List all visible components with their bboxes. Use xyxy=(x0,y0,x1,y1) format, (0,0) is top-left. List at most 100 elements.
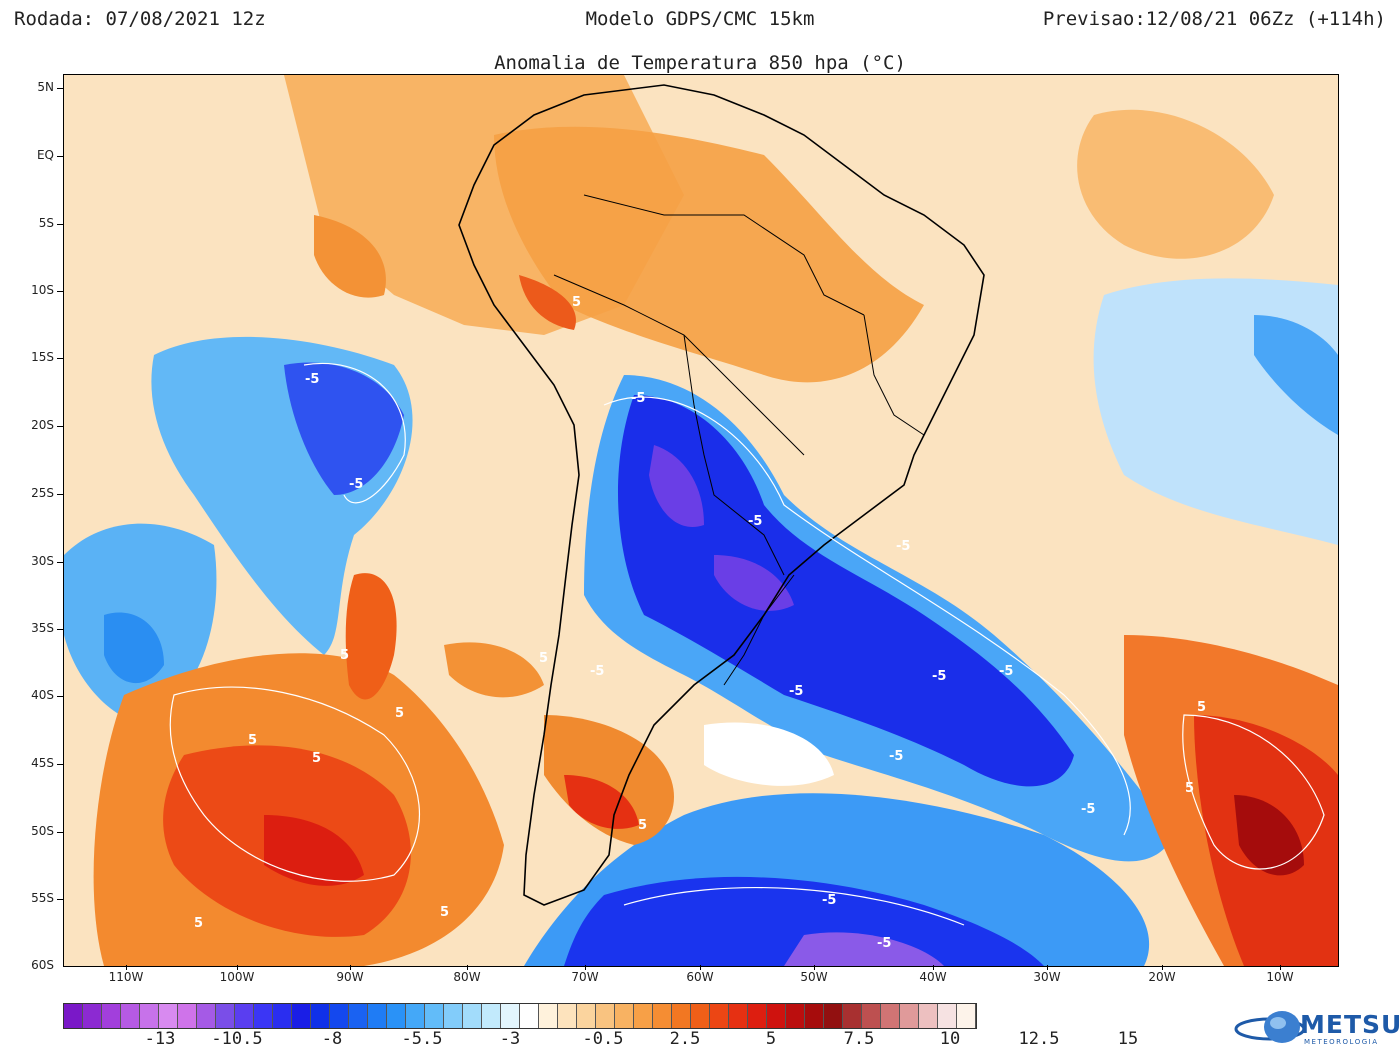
colorbar-label: 7.5 xyxy=(843,1029,875,1049)
colorbar-label: -0.5 xyxy=(582,1029,624,1049)
colorbar-label: 5 xyxy=(765,1029,777,1049)
lon-tick xyxy=(1280,965,1281,970)
colorbar-label: -8 xyxy=(321,1029,343,1049)
colorbar-swatch xyxy=(406,1004,425,1028)
colorbar-label: 12.5 xyxy=(1018,1029,1060,1049)
contour-label: -5 xyxy=(889,749,903,764)
lat-label: 50S xyxy=(31,824,54,838)
colorbar-swatch xyxy=(919,1004,938,1028)
colorbar-swatch xyxy=(596,1004,615,1028)
colorbar-swatch xyxy=(957,1004,976,1028)
lon-tick xyxy=(350,965,351,970)
lat-label: 60S xyxy=(31,958,54,972)
colorbar-swatch xyxy=(482,1004,501,1028)
lat-tick xyxy=(57,629,63,630)
colorbar-swatch xyxy=(710,1004,729,1028)
lon-label: 10W xyxy=(1266,970,1294,984)
lat-tick xyxy=(57,291,63,292)
colorbar-swatch xyxy=(83,1004,102,1028)
lon-label: 100W xyxy=(219,970,255,984)
colorbar-swatch xyxy=(748,1004,767,1028)
colorbar-swatch xyxy=(577,1004,596,1028)
anomaly-map: -5 -5 -5 -5 -5 -5 -5 -5 -5 -5 -5 -5 -5 5… xyxy=(63,74,1339,967)
lat-label: 35S xyxy=(31,621,54,635)
contour-label: -5 xyxy=(932,669,946,684)
colorbar-swatch xyxy=(178,1004,197,1028)
lon-label: 60W xyxy=(686,970,714,984)
colorbar-swatch xyxy=(843,1004,862,1028)
contour-label: -5 xyxy=(590,664,604,679)
lat-tick xyxy=(57,696,63,697)
contour-label: -5 xyxy=(896,539,910,554)
colorbar-swatch xyxy=(729,1004,748,1028)
contour-label: 5 xyxy=(638,818,647,833)
contour-label: 5 xyxy=(539,651,548,666)
contour-label: 5 xyxy=(194,916,203,931)
colorbar-swatch xyxy=(368,1004,387,1028)
lat-tick xyxy=(57,224,63,225)
brand-name: METSUL xyxy=(1300,1010,1400,1039)
colorbar-swatch xyxy=(824,1004,843,1028)
contour-label: 5 xyxy=(440,905,449,920)
contour-label: -5 xyxy=(877,936,891,951)
forecast-time-label: Previsao:12/08/21 06Zz (+114h) xyxy=(1042,8,1386,30)
map-title: Anomalia de Temperatura 850 hpa (°C) xyxy=(494,52,906,74)
colorbar-swatch xyxy=(444,1004,463,1028)
colorbar-swatch xyxy=(159,1004,178,1028)
colorbar-label: -3 xyxy=(499,1029,521,1049)
lon-tick xyxy=(700,965,701,970)
colorbar-swatch xyxy=(805,1004,824,1028)
lat-label: 45S xyxy=(31,756,54,770)
colorbar-swatch xyxy=(463,1004,482,1028)
colorbar-label: -10.5 xyxy=(211,1029,263,1049)
contour-label: 5 xyxy=(312,751,321,766)
colorbar-swatch xyxy=(938,1004,957,1028)
colorbar-swatch xyxy=(216,1004,235,1028)
colorbar-swatch xyxy=(900,1004,919,1028)
lat-tick xyxy=(57,832,63,833)
colorbar-swatch xyxy=(64,1004,83,1028)
metsul-logo-icon xyxy=(1234,1011,1306,1043)
colorbar-swatch xyxy=(672,1004,691,1028)
contour-label: -5 xyxy=(349,477,363,492)
colorbar-swatch xyxy=(197,1004,216,1028)
lon-tick xyxy=(933,965,934,970)
lat-tick xyxy=(57,562,63,563)
colorbar-swatch xyxy=(786,1004,805,1028)
lon-tick xyxy=(585,965,586,970)
contour-label: -5 xyxy=(999,664,1013,679)
lon-label: 110W xyxy=(108,970,144,984)
lat-label: EQ xyxy=(36,148,54,162)
colorbar-swatch xyxy=(330,1004,349,1028)
lon-label: 80W xyxy=(453,970,481,984)
contour-label: -5 xyxy=(631,391,645,406)
lat-tick xyxy=(57,88,63,89)
colorbar-swatch xyxy=(558,1004,577,1028)
colorbar-swatch xyxy=(520,1004,539,1028)
colorbar xyxy=(63,1003,977,1029)
colorbar-swatch xyxy=(311,1004,330,1028)
lat-label: 30S xyxy=(31,554,54,568)
lon-label: 90W xyxy=(336,970,364,984)
colorbar-label: 15 xyxy=(1117,1029,1139,1049)
colorbar-swatch xyxy=(349,1004,368,1028)
contour-label: 5 xyxy=(1197,700,1206,715)
colorbar-swatch xyxy=(254,1004,273,1028)
colorbar-label: 10 xyxy=(939,1029,961,1049)
lat-tick xyxy=(57,764,63,765)
colorbar-label: -13 xyxy=(144,1029,176,1049)
lon-tick xyxy=(467,965,468,970)
lat-tick xyxy=(57,156,63,157)
contour-label: 5 xyxy=(340,648,349,663)
lat-label: 5N xyxy=(37,80,54,94)
lat-tick xyxy=(57,358,63,359)
lat-label: 40S xyxy=(31,688,54,702)
colorbar-swatch xyxy=(501,1004,520,1028)
lon-label: 40W xyxy=(919,970,947,984)
lon-label: 70W xyxy=(571,970,599,984)
colorbar-swatch xyxy=(140,1004,159,1028)
contour-label: -5 xyxy=(305,372,319,387)
model-label: Modelo GDPS/CMC 15km xyxy=(585,8,815,30)
lon-label: 30W xyxy=(1033,970,1061,984)
colorbar-swatch xyxy=(121,1004,140,1028)
